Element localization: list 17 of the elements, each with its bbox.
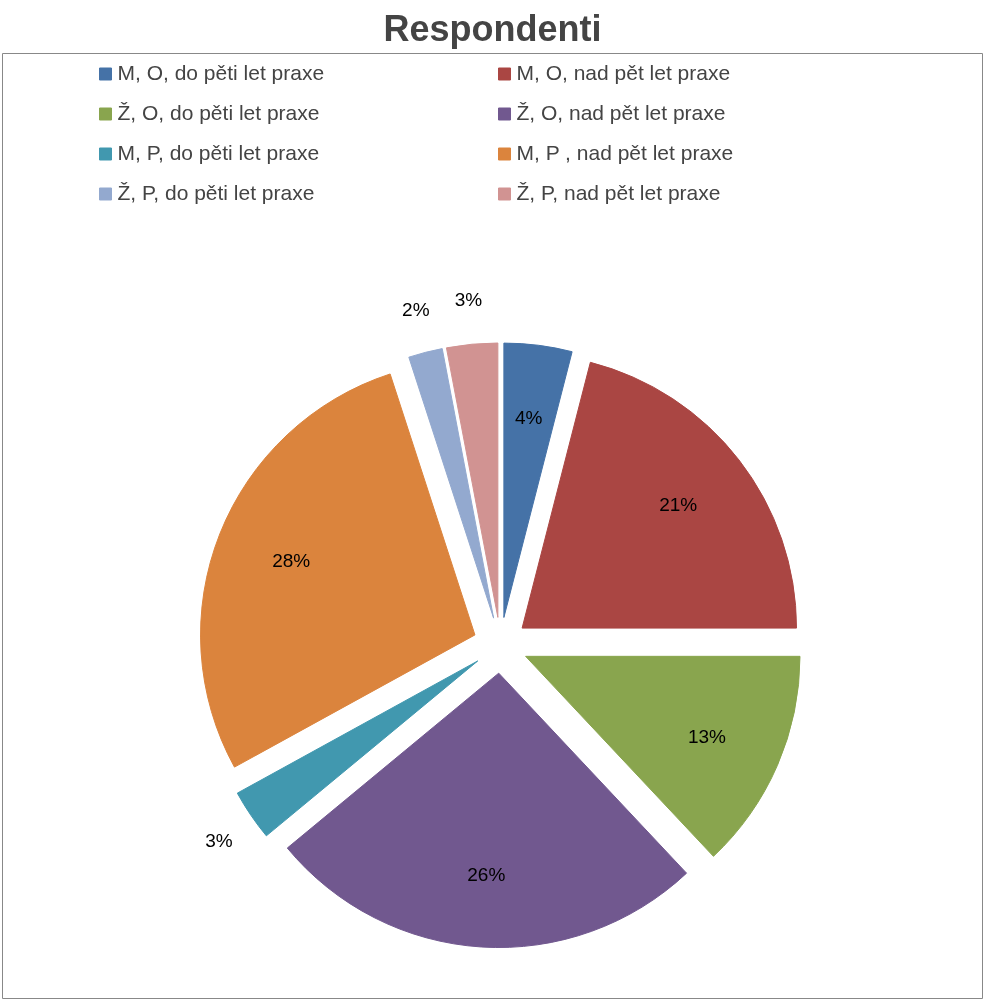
legend-label: M, P , nad pět let praxe (516, 141, 735, 165)
data-label: 13% (687, 725, 727, 747)
data-label: 28% (272, 550, 311, 572)
legend-label: Ž, P, nad pět let praxe (516, 181, 722, 205)
data-label: 3% (454, 289, 483, 311)
data-label: 2% (402, 298, 430, 320)
legend-label: M, O, do pěti let praxe (117, 61, 326, 85)
legend-label: M, O, nad pět let praxe (516, 61, 732, 85)
data-label: 26% (467, 863, 506, 885)
legend-label: Ž, O, do pěti let praxe (117, 101, 321, 125)
legend-label: M, P, do pěti let praxe (117, 141, 321, 165)
legend-label: Ž, O, nad pět let praxe (516, 101, 727, 125)
chart-title: Respondenti (383, 7, 602, 49)
data-label: 4% (514, 407, 543, 429)
data-label: 21% (659, 494, 698, 516)
data-label: 3% (205, 829, 233, 851)
legend-label: Ž, P, do pěti let praxe (117, 181, 316, 205)
